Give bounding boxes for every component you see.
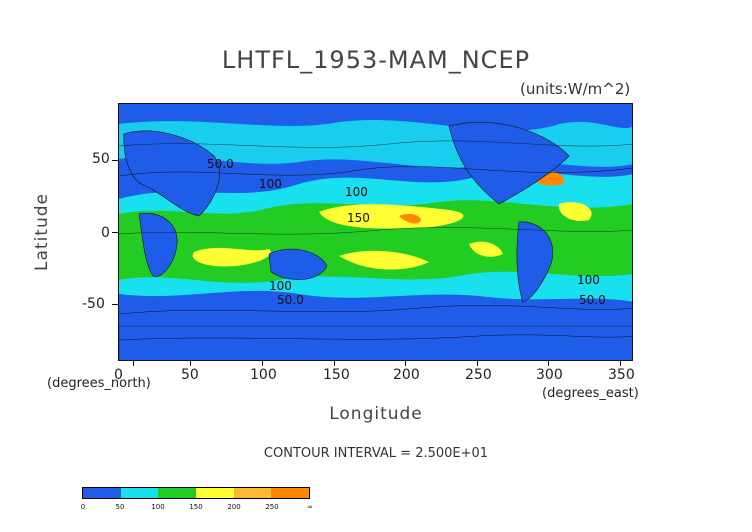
colorbar-segment xyxy=(158,488,197,498)
south-america-land xyxy=(516,221,553,303)
colorbar-segment xyxy=(120,488,159,498)
map-title: LHTFL_1953-MAM_NCEP xyxy=(221,46,531,74)
colorbar-label: 0 xyxy=(80,503,86,511)
map-plot-area: 50.0 100 150 100 50.0 100 50.0 100 xyxy=(118,103,633,361)
x-tick-mark xyxy=(190,361,191,366)
y-tick-label: 50 xyxy=(92,151,110,167)
colorbar-segment xyxy=(233,488,272,498)
atlantic-high-flux xyxy=(469,241,503,257)
contour-label: 50.0 xyxy=(277,293,304,307)
x-axis-units: (degrees_east) xyxy=(542,386,639,401)
contour-interval-note: CONTOUR INTERVAL = 2.500E+01 xyxy=(263,446,489,461)
latent-heat-flux-field: 50.0 100 150 100 50.0 100 50.0 100 xyxy=(119,104,632,360)
x-tick-label: 150 xyxy=(323,367,350,383)
australia-land xyxy=(268,248,328,281)
y-tick-mark xyxy=(112,232,118,233)
colorbar-segment xyxy=(83,488,121,498)
x-tick-mark xyxy=(262,361,263,366)
contour-label: 100 xyxy=(345,185,368,199)
colorbar-label: 150 xyxy=(189,503,203,511)
colorbar xyxy=(82,487,310,499)
contour-line xyxy=(119,334,632,341)
colorbar-label: 50 xyxy=(115,503,125,511)
contour-line xyxy=(119,227,632,235)
units-label: (units:W/m^2) xyxy=(520,80,631,98)
y-tick-mark xyxy=(112,160,118,161)
antarctica-region xyxy=(119,325,632,360)
max-flux-spot xyxy=(399,213,421,224)
y-axis-label: Latitude xyxy=(32,193,52,271)
contour-label: 100 xyxy=(259,177,282,191)
x-tick-label: 350 xyxy=(608,367,635,383)
colorbar-segment xyxy=(196,488,234,498)
contour-line xyxy=(119,140,632,148)
x-tick-label: 0 xyxy=(114,367,123,383)
contour-label: 100 xyxy=(269,279,292,293)
colorbar-label: ∞ xyxy=(307,503,313,511)
y-tick-label: -50 xyxy=(82,296,105,312)
north-america-land xyxy=(448,122,570,205)
x-tick-mark xyxy=(477,361,478,366)
west-atlantic-high-flux xyxy=(558,202,592,222)
colorbar-segment xyxy=(271,488,310,498)
contour-line xyxy=(119,305,632,315)
y-axis-units: (degrees_north) xyxy=(47,376,151,391)
contour-label: 150 xyxy=(347,211,370,225)
x-tick-label: 200 xyxy=(393,367,420,383)
x-tick-mark xyxy=(620,361,621,366)
indian-ocean-high-flux xyxy=(192,247,271,267)
y-tick-label: 0 xyxy=(101,225,110,241)
eurasia-land xyxy=(123,130,220,217)
colorbar-label: 200 xyxy=(227,503,241,511)
x-tick-label: 100 xyxy=(250,367,277,383)
x-tick-mark xyxy=(334,361,335,366)
contour-label: 50.0 xyxy=(579,293,606,307)
x-tick-label: 50 xyxy=(181,367,199,383)
x-tick-mark xyxy=(405,361,406,366)
x-tick-label: 250 xyxy=(465,367,492,383)
colorbar-label: 100 xyxy=(151,503,165,511)
y-tick-mark xyxy=(112,304,118,305)
x-axis-label: Longitude xyxy=(329,404,423,424)
colorbar-label: 250 xyxy=(265,503,279,511)
south-pacific-high-flux xyxy=(339,250,429,270)
contour-label: 50.0 xyxy=(207,157,234,171)
north-pacific-high-flux xyxy=(319,204,464,229)
x-tick-label: 300 xyxy=(536,367,563,383)
contour-label: 100 xyxy=(577,273,600,287)
x-tick-mark xyxy=(133,361,134,366)
africa-land xyxy=(138,212,178,277)
contour-line xyxy=(119,166,632,177)
x-tick-mark xyxy=(548,361,549,366)
